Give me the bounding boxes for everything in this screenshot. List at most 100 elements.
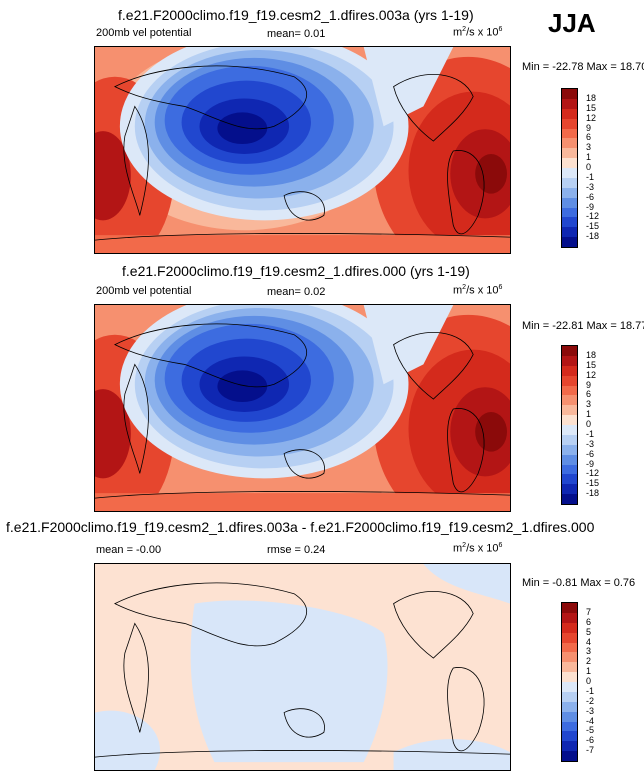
- colorbar-swatch: [562, 395, 577, 406]
- season-label: JJA: [548, 8, 596, 38]
- colorbar-swatch: [562, 346, 577, 356]
- colorbar-tick-label: -2: [586, 695, 595, 706]
- colorbar-tick-label: 3: [586, 399, 592, 410]
- colorbar-swatch: [562, 603, 577, 613]
- colorbar-swatch: [562, 474, 577, 485]
- colorbar-tick-label: 0: [586, 162, 592, 172]
- colorbar-tick-label: -1: [586, 428, 595, 439]
- panel-3-minmax: Min = -0.81 Max = 0.76: [522, 577, 636, 589]
- panel-2-map: [94, 304, 511, 512]
- colorbar-tick-label: 9: [586, 122, 592, 133]
- colorbar-swatch: [562, 177, 577, 188]
- colorbar-tick-label: -3: [586, 181, 595, 192]
- panel-1-mean: mean= 0.01: [267, 28, 326, 40]
- colorbar-swatch: [562, 148, 577, 159]
- panel-2-units: m2/s x 106: [453, 284, 503, 297]
- colorbar-swatch: [562, 622, 577, 633]
- panel-2-minmax: Min = -22.81 Max = 18.77: [522, 320, 644, 332]
- panel-1-title: f.e21.F2000climo.f19_f19.cesm2_1.dfires.…: [118, 7, 474, 23]
- colorbar-tick-label: 2: [586, 656, 592, 667]
- colorbar-swatch: [562, 187, 577, 198]
- colorbar-swatch: [562, 632, 577, 643]
- colorbar-tick-label: 9: [586, 379, 592, 390]
- colorbar-swatch: [562, 711, 577, 722]
- colorbar-swatch: [562, 484, 577, 495]
- colorbar-swatch: [562, 434, 577, 445]
- panel-1-minmax: Min = -22.78 Max = 18.70: [522, 61, 644, 73]
- colorbar-swatch: [562, 652, 577, 663]
- colorbar-swatch: [562, 642, 577, 653]
- colorbar-swatch: [562, 355, 577, 366]
- colorbar-swatch: [562, 405, 577, 416]
- colorbar-swatch: [562, 731, 577, 742]
- colorbar-tick-label: 15: [586, 102, 597, 113]
- colorbar-swatch: [562, 444, 577, 455]
- colorbar-swatch: [562, 701, 577, 712]
- colorbar-tick-label: 18: [586, 349, 597, 360]
- colorbar-swatch: [562, 98, 577, 109]
- colorbar-tick-label: 12: [586, 369, 597, 380]
- panel-2-title: f.e21.F2000climo.f19_f19.cesm2_1.dfires.…: [122, 263, 470, 279]
- colorbar-tick-label: -4: [586, 715, 595, 726]
- colorbar-swatch: [562, 494, 577, 504]
- colorbar-tick-label: -15: [586, 478, 600, 489]
- panel-3-mean: mean = -0.00: [96, 544, 162, 556]
- colorbar-swatch: [562, 365, 577, 376]
- panel-2-colorbar: [561, 345, 578, 505]
- colorbar-swatch: [562, 217, 577, 228]
- colorbar-tick-label: -1: [586, 171, 595, 182]
- colorbar-swatch: [562, 662, 577, 673]
- colorbar-tick-label: 18: [586, 92, 597, 103]
- colorbar-tick-label: 12: [586, 112, 597, 123]
- colorbar-swatch: [562, 168, 577, 178]
- colorbar-tick-label: -7: [586, 745, 595, 756]
- colorbar-tick-label: -12: [586, 468, 600, 479]
- colorbar-tick-label: 15: [586, 359, 597, 370]
- colorbar-tick-label: 0: [586, 676, 592, 686]
- colorbar-swatch: [562, 415, 577, 425]
- panel-1-field-label: 200mb vel potential: [96, 27, 192, 39]
- panel-1-map: [94, 46, 511, 254]
- colorbar-tick-label: 5: [586, 626, 592, 637]
- colorbar-tick-label: -9: [586, 201, 595, 212]
- panel-2-mean: mean= 0.02: [267, 286, 326, 298]
- panel-3-rmse: rmse = 0.24: [267, 544, 326, 556]
- colorbar-swatch: [562, 672, 577, 682]
- colorbar-tick-label: -18: [586, 488, 600, 499]
- colorbar-tick-label: 1: [586, 666, 592, 677]
- colorbar-tick-label: -6: [586, 191, 595, 202]
- colorbar-swatch: [562, 425, 577, 435]
- panel-1-units: m2/s x 106: [453, 26, 503, 39]
- colorbar-tick-label: -1: [586, 685, 595, 696]
- colorbar-tick-label: -3: [586, 705, 595, 716]
- colorbar-swatch: [562, 464, 577, 475]
- colorbar-swatch: [562, 237, 577, 247]
- colorbar-tick-label: -6: [586, 448, 595, 459]
- colorbar-swatch: [562, 197, 577, 208]
- colorbar-tick-label: -3: [586, 438, 595, 449]
- colorbar-tick-label: 6: [586, 132, 592, 143]
- colorbar-swatch: [562, 612, 577, 623]
- colorbar-swatch: [562, 691, 577, 702]
- colorbar-swatch: [562, 138, 577, 149]
- colorbar-tick-label: -9: [586, 458, 595, 469]
- colorbar-tick-label: 6: [586, 389, 592, 400]
- colorbar-tick-label: -15: [586, 221, 600, 232]
- panel-2-field-label: 200mb vel potential: [96, 285, 192, 297]
- colorbar-swatch: [562, 108, 577, 119]
- colorbar-swatch: [562, 751, 577, 761]
- panel-3-map: [94, 563, 511, 771]
- panel-3-units: m2/s x 106: [453, 542, 503, 555]
- colorbar-swatch: [562, 385, 577, 396]
- panel-3-colorbar: [561, 602, 578, 762]
- colorbar-swatch: [562, 741, 577, 752]
- colorbar-tick-label: 6: [586, 616, 592, 627]
- colorbar-tick-label: 1: [586, 409, 592, 420]
- colorbar-tick-label: 7: [586, 606, 592, 617]
- colorbar-tick-label: -18: [586, 231, 600, 242]
- panel-1-colorbar: [561, 88, 578, 248]
- colorbar-tick-label: 0: [586, 419, 592, 429]
- colorbar-tick-label: -6: [586, 735, 595, 746]
- colorbar-tick-label: 4: [586, 636, 592, 647]
- colorbar-tick-label: 1: [586, 152, 592, 163]
